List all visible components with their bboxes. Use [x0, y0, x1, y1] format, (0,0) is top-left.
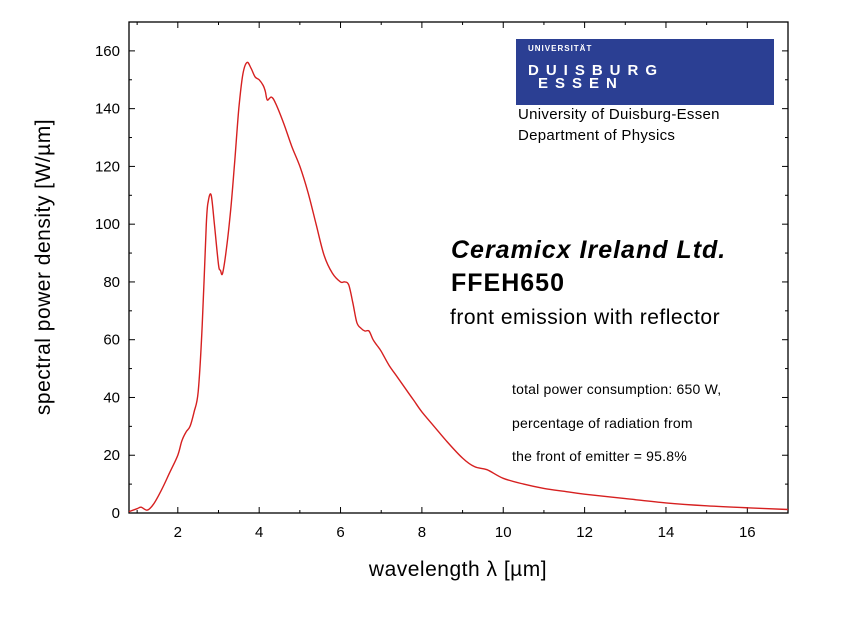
y-tick-label: 160: [95, 43, 120, 60]
x-tick-label: 6: [336, 524, 344, 541]
x-tick-label: 10: [495, 524, 512, 541]
y-tick-label: 40: [103, 389, 120, 406]
spectrum-series-line: [128, 61, 789, 513]
logo-line-2: ESSEN: [538, 75, 624, 92]
x-tick-label: 14: [658, 524, 675, 541]
y-tick-label: 120: [95, 158, 120, 175]
y-tick-label: 0: [112, 505, 120, 522]
x-tick-label: 4: [255, 524, 263, 541]
y-tick-label: 60: [103, 332, 120, 349]
series-layer: [128, 61, 789, 513]
y-tick-label: 20: [103, 447, 120, 464]
note-line-3: the front of emitter = 95.8%: [512, 448, 687, 464]
emission-description: front emission with reflector: [450, 306, 721, 329]
y-tick-label: 100: [95, 216, 120, 233]
x-tick-label: 8: [418, 524, 426, 541]
y-tick-label: 140: [95, 101, 120, 118]
institution-line-1: University of Duisburg-Essen: [518, 106, 720, 123]
x-axis: 2 4 6 8 10 12 14 16: [136, 22, 789, 541]
x-tick-label: 12: [576, 524, 593, 541]
x-tick-label: 16: [739, 524, 756, 541]
note-line-2: percentage of radiation from: [512, 415, 693, 431]
company-name: Ceramicx Ireland Ltd.: [451, 236, 727, 264]
x-axis-title: wavelength λ [µm]: [368, 558, 547, 581]
plot-area: [128, 21, 789, 514]
note-line-1: total power consumption: 650 W,: [512, 381, 722, 397]
x-tick-label: 2: [174, 524, 182, 541]
y-axis-title: spectral power density [W/µm]: [32, 119, 55, 415]
institution-line-2: Department of Physics: [518, 127, 676, 144]
university-logo: UNIVERSITÄT DUISBURG ESSEN: [516, 39, 774, 105]
logo-line-1: DUISBURG: [528, 62, 665, 79]
logo-small-text: UNIVERSITÄT: [528, 44, 593, 53]
y-tick-label: 80: [103, 274, 120, 291]
y-axis: 0 20 40 60 80 100 120 140 160: [95, 21, 788, 522]
plot-frame: [128, 21, 789, 514]
model-name: FFEH650: [451, 269, 565, 297]
